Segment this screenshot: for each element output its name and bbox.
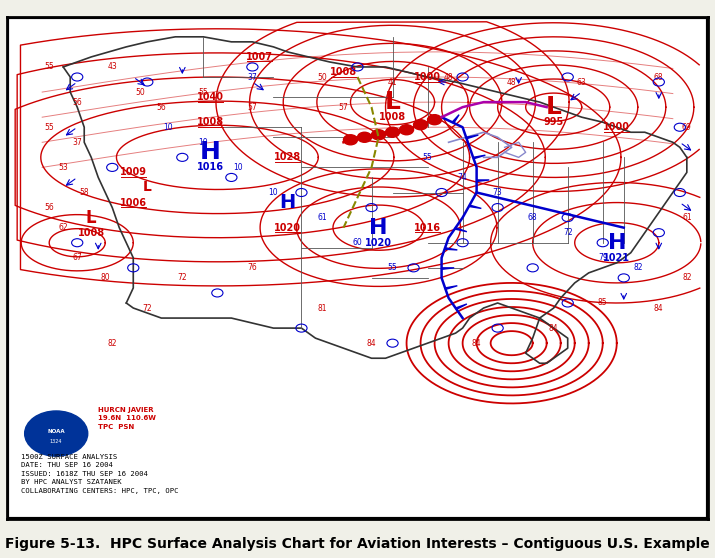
Text: 61: 61 bbox=[317, 213, 327, 222]
Text: 1007: 1007 bbox=[246, 52, 273, 62]
Text: 84: 84 bbox=[549, 324, 558, 333]
Text: L: L bbox=[143, 180, 152, 195]
Text: 1006: 1006 bbox=[120, 198, 147, 208]
Polygon shape bbox=[455, 304, 467, 309]
Text: 43: 43 bbox=[107, 62, 117, 71]
Circle shape bbox=[24, 411, 88, 456]
Text: 56: 56 bbox=[157, 103, 166, 112]
Text: 68: 68 bbox=[528, 213, 538, 222]
Text: 72: 72 bbox=[177, 273, 187, 282]
Text: 60: 60 bbox=[352, 238, 363, 247]
Circle shape bbox=[400, 124, 413, 135]
Text: 1008: 1008 bbox=[78, 228, 105, 238]
Text: 1020: 1020 bbox=[274, 223, 301, 233]
Text: 1016: 1016 bbox=[414, 223, 441, 233]
Text: 68: 68 bbox=[654, 73, 664, 81]
Text: 73: 73 bbox=[493, 188, 503, 197]
Text: 72: 72 bbox=[563, 228, 573, 237]
Text: HURCN JAVIER
19.6N  110.6W
TPC  PSN: HURCN JAVIER 19.6N 110.6W TPC PSN bbox=[98, 407, 157, 430]
Text: 48: 48 bbox=[444, 73, 453, 81]
Text: 56: 56 bbox=[44, 203, 54, 212]
Text: Figure 5-13.  HPC Surface Analysis Chart for Aviation Interests – Contiguous U.S: Figure 5-13. HPC Surface Analysis Chart … bbox=[5, 537, 710, 551]
Polygon shape bbox=[455, 228, 467, 232]
Text: 55: 55 bbox=[388, 263, 398, 272]
Text: 10: 10 bbox=[269, 188, 278, 197]
Text: 55: 55 bbox=[423, 153, 433, 162]
Text: 69: 69 bbox=[682, 123, 691, 132]
Text: 81: 81 bbox=[317, 304, 327, 312]
Text: H: H bbox=[369, 218, 388, 238]
Circle shape bbox=[372, 130, 385, 140]
Text: 1009: 1009 bbox=[120, 167, 147, 177]
Text: 53: 53 bbox=[59, 163, 68, 172]
Text: 72: 72 bbox=[142, 304, 152, 312]
Text: 1324: 1324 bbox=[50, 439, 62, 444]
Text: 41: 41 bbox=[388, 78, 398, 86]
Text: 10: 10 bbox=[234, 163, 243, 172]
Text: 82: 82 bbox=[682, 273, 691, 282]
Text: L: L bbox=[385, 90, 400, 114]
Text: H: H bbox=[280, 193, 295, 212]
Circle shape bbox=[413, 119, 428, 129]
Text: 48: 48 bbox=[507, 78, 516, 86]
Circle shape bbox=[358, 132, 372, 142]
Text: 1028: 1028 bbox=[274, 152, 301, 162]
Text: 56: 56 bbox=[72, 98, 82, 107]
Text: NOAA: NOAA bbox=[47, 429, 65, 434]
Text: 10: 10 bbox=[199, 138, 208, 147]
Text: 1000: 1000 bbox=[603, 122, 630, 132]
Text: 63: 63 bbox=[577, 78, 586, 86]
Text: L: L bbox=[546, 95, 562, 119]
Polygon shape bbox=[445, 286, 458, 290]
Text: 1008: 1008 bbox=[330, 67, 357, 77]
Polygon shape bbox=[477, 180, 489, 181]
Text: 84: 84 bbox=[654, 304, 664, 312]
Text: 84: 84 bbox=[472, 339, 481, 348]
Polygon shape bbox=[466, 135, 478, 139]
Circle shape bbox=[428, 115, 442, 124]
Text: 1500Z SURFACE ANALYSIS
DATE: THU SEP 16 2004
ISSUED: 1618Z THU SEP 16 2004
BY HP: 1500Z SURFACE ANALYSIS DATE: THU SEP 16 … bbox=[21, 454, 179, 494]
Text: 79: 79 bbox=[598, 253, 608, 262]
Text: H: H bbox=[200, 140, 221, 165]
Circle shape bbox=[385, 127, 400, 137]
Text: 1021: 1021 bbox=[603, 253, 630, 263]
Text: 61: 61 bbox=[682, 213, 691, 222]
Text: 82: 82 bbox=[633, 263, 643, 272]
Text: 1008: 1008 bbox=[379, 112, 406, 122]
Text: 55: 55 bbox=[44, 123, 54, 132]
Text: 55: 55 bbox=[44, 62, 54, 71]
Text: 55: 55 bbox=[199, 88, 208, 97]
Text: 82: 82 bbox=[107, 339, 117, 348]
Polygon shape bbox=[452, 115, 459, 123]
Text: 74: 74 bbox=[458, 173, 468, 182]
Text: L: L bbox=[86, 209, 97, 227]
Text: 57: 57 bbox=[339, 103, 348, 112]
Text: 57: 57 bbox=[247, 103, 257, 112]
Text: 1016: 1016 bbox=[197, 162, 224, 172]
Text: 1000: 1000 bbox=[414, 72, 441, 82]
Text: 10: 10 bbox=[164, 123, 173, 132]
Polygon shape bbox=[445, 248, 458, 250]
Text: H: H bbox=[608, 233, 626, 253]
Text: 50: 50 bbox=[317, 73, 327, 81]
Polygon shape bbox=[473, 155, 485, 159]
Text: 37: 37 bbox=[72, 138, 82, 147]
Text: 58: 58 bbox=[79, 188, 89, 197]
Text: 84: 84 bbox=[367, 339, 376, 348]
Text: 1020: 1020 bbox=[365, 238, 392, 248]
Text: 67: 67 bbox=[72, 253, 82, 262]
Text: 50: 50 bbox=[135, 88, 145, 97]
Circle shape bbox=[343, 135, 358, 145]
Text: 85: 85 bbox=[598, 299, 608, 307]
Polygon shape bbox=[442, 268, 454, 270]
Text: 62: 62 bbox=[59, 223, 68, 232]
Text: 1040: 1040 bbox=[197, 92, 224, 102]
Text: 76: 76 bbox=[247, 263, 257, 272]
Polygon shape bbox=[469, 205, 481, 209]
Text: 1008: 1008 bbox=[197, 117, 224, 127]
Text: 995: 995 bbox=[543, 117, 564, 127]
Text: 80: 80 bbox=[100, 273, 110, 282]
Text: 37: 37 bbox=[247, 73, 257, 81]
